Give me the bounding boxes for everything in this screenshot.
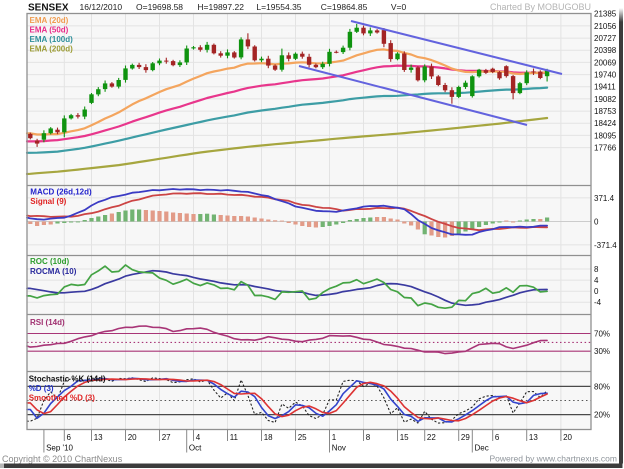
svg-text:13: 13 [94,433,103,442]
svg-text:EMA (200d): EMA (200d) [30,45,74,54]
svg-text:O=19698.58: O=19698.58 [136,2,183,12]
svg-text:MACD (26d,12d): MACD (26d,12d) [30,187,92,196]
svg-text:22: 22 [427,433,436,442]
svg-text:15: 15 [400,433,409,442]
svg-text:25: 25 [298,433,307,442]
svg-text:20398: 20398 [594,46,617,55]
svg-text:8: 8 [366,433,371,442]
svg-text:20%: 20% [594,411,610,420]
svg-text:Powered by www.chartnexus.com: Powered by www.chartnexus.com [489,454,617,464]
svg-text:19411: 19411 [594,83,616,92]
svg-text:Stochastic %K (14d): Stochastic %K (14d) [29,374,106,383]
svg-text:0: 0 [594,287,599,296]
svg-text:SENSEX: SENSEX [28,3,69,14]
svg-text:20: 20 [128,433,137,442]
svg-text:Nov: Nov [332,444,346,453]
svg-text:1: 1 [332,433,337,442]
svg-text:ROC (10d): ROC (10d) [30,257,69,266]
svg-text:Signal (9): Signal (9) [30,197,66,206]
svg-text:RSI (14d): RSI (14d) [30,318,65,327]
svg-text:18753: 18753 [594,107,617,116]
svg-text:371.4: 371.4 [594,194,615,203]
svg-text:0: 0 [594,217,599,226]
svg-text:13: 13 [529,433,538,442]
svg-text:18424: 18424 [594,119,617,128]
svg-text:Smoothed %D (3): Smoothed %D (3) [29,394,96,403]
svg-text:27: 27 [162,433,171,442]
svg-text:EMA (100d): EMA (100d) [30,35,74,44]
svg-text:Sep '10: Sep '10 [46,444,73,453]
svg-text:80%: 80% [594,382,610,391]
svg-text:20727: 20727 [594,34,617,43]
svg-text:C=19864.85: C=19864.85 [321,2,368,12]
svg-text:EMA (50d): EMA (50d) [30,25,69,34]
svg-text:21056: 21056 [594,22,617,31]
svg-text:4: 4 [196,433,201,442]
svg-text:%D (3): %D (3) [29,384,54,393]
svg-text:8: 8 [594,265,599,274]
svg-text:L=19554.35: L=19554.35 [256,2,301,12]
svg-text:70%: 70% [594,329,610,338]
svg-text:29: 29 [461,433,470,442]
svg-text:18095: 18095 [594,131,617,140]
svg-text:V=0: V=0 [391,2,407,12]
svg-text:Charted By MOBUGOBU: Charted By MOBUGOBU [490,2,591,12]
svg-text:H=19897.22: H=19897.22 [197,2,244,12]
svg-text:20069: 20069 [594,58,617,67]
svg-text:16/12/2010: 16/12/2010 [80,2,123,12]
svg-text:-4: -4 [594,298,602,307]
svg-text:ROCMA (10): ROCMA (10) [30,267,77,276]
svg-text:11: 11 [230,433,239,442]
svg-text:21385: 21385 [594,10,617,19]
svg-text:6: 6 [67,433,72,442]
svg-text:Dec: Dec [475,444,489,453]
svg-text:19740: 19740 [594,71,617,80]
svg-text:19082: 19082 [594,95,617,104]
svg-text:EMA (20d): EMA (20d) [30,16,69,25]
svg-text:20: 20 [563,433,572,442]
svg-text:18: 18 [264,433,273,442]
svg-text:17766: 17766 [594,144,617,153]
svg-text:Copyright © 2010 ChartNexus: Copyright © 2010 ChartNexus [2,454,123,464]
svg-text:Oct: Oct [189,444,202,453]
svg-text:6: 6 [495,433,500,442]
svg-text:-371.4: -371.4 [594,241,617,250]
svg-text:30%: 30% [594,347,610,356]
svg-text:4: 4 [594,276,599,285]
